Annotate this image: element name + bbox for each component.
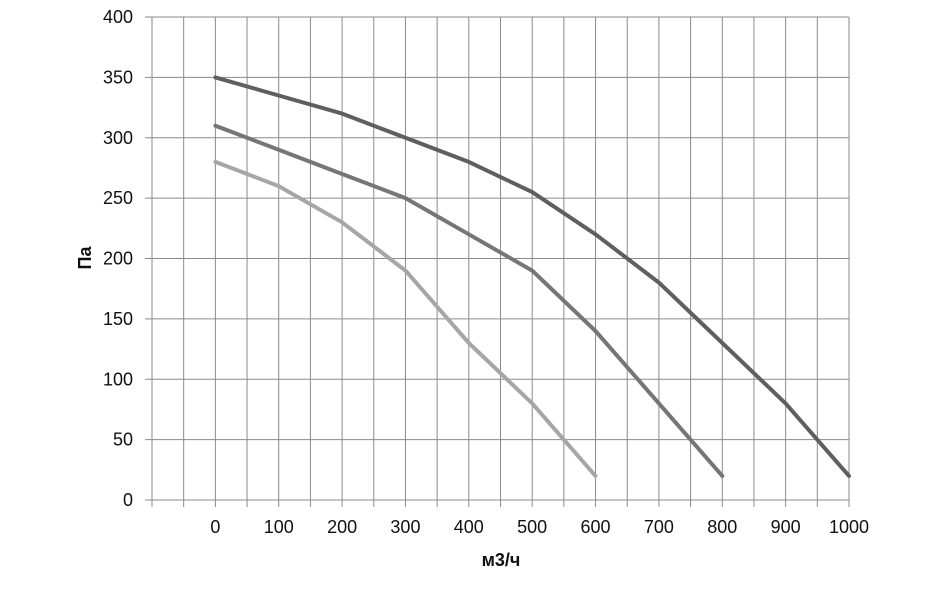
x-tick-label: 0: [210, 517, 220, 537]
y-tick-label: 100: [103, 369, 133, 389]
y-tick-label: 0: [123, 490, 133, 510]
x-axis-title: м3/ч: [482, 550, 521, 570]
series-line-1: [213, 75, 851, 478]
x-tick-label: 500: [517, 517, 547, 537]
x-tick-label: 100: [264, 517, 294, 537]
y-tick-label: 150: [103, 309, 133, 329]
y-tick-label: 250: [103, 188, 133, 208]
x-tick-label: 1000: [829, 517, 869, 537]
x-tick-label: 900: [771, 517, 801, 537]
x-tick-label: 600: [581, 517, 611, 537]
x-tick-label: 300: [390, 517, 420, 537]
y-tick-label: 400: [103, 7, 133, 27]
y-axis-title: Па: [75, 246, 95, 270]
x-tick-label: 800: [707, 517, 737, 537]
x-tick-label: 200: [327, 517, 357, 537]
y-tick-label: 50: [113, 430, 133, 450]
y-tick-label: 300: [103, 128, 133, 148]
x-tick-label: 400: [454, 517, 484, 537]
y-tick-label: 200: [103, 249, 133, 269]
x-tick-labels: 0 100 200 300 400 500 600 700 800 900 1000: [210, 517, 869, 537]
series-line-2: [213, 123, 725, 478]
series-lines: [213, 75, 851, 478]
y-tick-label: 350: [103, 67, 133, 87]
y-tick-labels: 0 50 100 150 200 250 300 350 400: [103, 7, 133, 510]
series-line-3: [213, 159, 598, 478]
grid: [145, 16, 850, 507]
x-tick-label: 700: [644, 517, 674, 537]
